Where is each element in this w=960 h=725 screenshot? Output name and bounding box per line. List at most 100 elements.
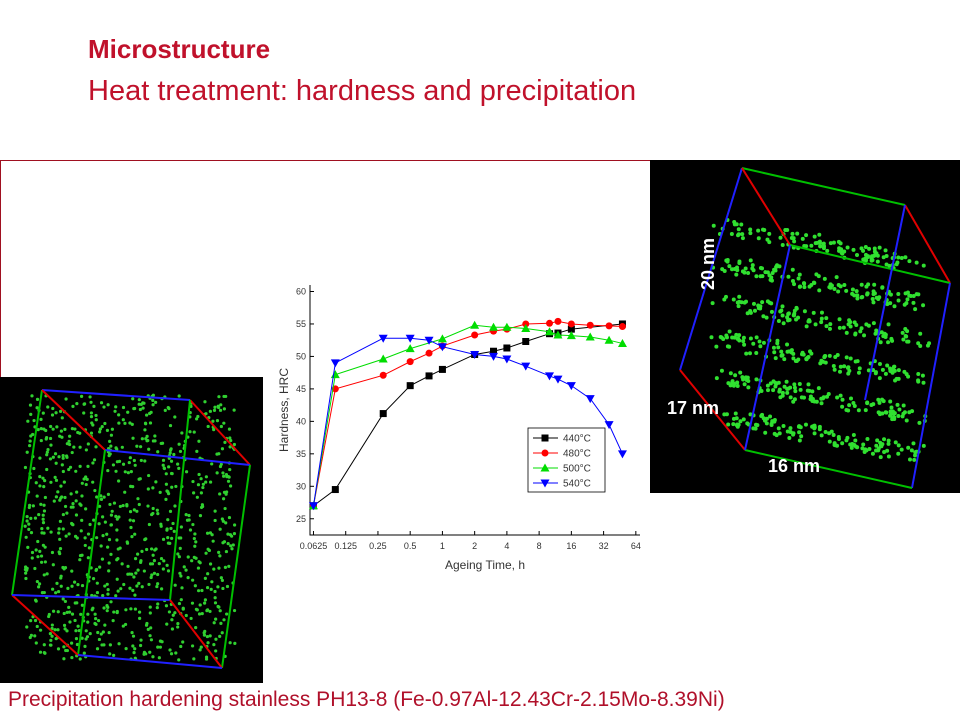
atom xyxy=(109,523,113,527)
atom xyxy=(849,445,854,450)
y-tick-label: 45 xyxy=(296,384,306,394)
atom xyxy=(218,527,222,531)
atom xyxy=(87,546,91,550)
atom xyxy=(151,393,155,397)
atom xyxy=(129,484,133,488)
atom xyxy=(903,334,908,339)
atom xyxy=(176,552,180,556)
x-tick-label: 4 xyxy=(504,541,509,551)
atom xyxy=(178,546,182,550)
atom xyxy=(190,559,194,563)
atom xyxy=(60,435,64,439)
atom xyxy=(856,370,861,375)
atom xyxy=(792,382,797,387)
x-tick-label: 2 xyxy=(472,541,477,551)
atom xyxy=(865,437,870,442)
atom xyxy=(780,304,785,309)
atom xyxy=(162,559,166,563)
atom xyxy=(33,618,38,623)
atom xyxy=(86,620,90,624)
atom xyxy=(727,329,732,334)
atom xyxy=(806,319,811,324)
atom xyxy=(220,631,224,635)
atom xyxy=(218,609,222,613)
atom xyxy=(896,443,901,448)
y-tick-label: 35 xyxy=(296,449,306,459)
atom xyxy=(109,552,113,556)
atom xyxy=(866,368,871,373)
atom xyxy=(131,634,136,638)
atom xyxy=(192,491,196,495)
atom xyxy=(840,404,845,409)
atom xyxy=(61,527,65,531)
slide-title: Microstructure xyxy=(88,34,270,64)
atom xyxy=(106,492,111,496)
atom xyxy=(877,362,882,367)
marker xyxy=(553,375,563,384)
atom xyxy=(858,329,863,334)
atom xyxy=(42,509,47,513)
atom xyxy=(838,284,843,289)
atom xyxy=(64,534,68,538)
atom xyxy=(118,504,122,509)
atom xyxy=(188,528,193,532)
atom xyxy=(757,339,762,344)
atom xyxy=(219,424,223,429)
y-axis-title: Hardness, HRC xyxy=(277,368,291,452)
slide-subtitle: Heat treatment: hardness and precipitati… xyxy=(88,75,636,107)
marker xyxy=(545,327,555,336)
marker xyxy=(567,325,575,333)
atom xyxy=(171,521,175,526)
atom xyxy=(48,436,53,441)
atom xyxy=(866,323,871,328)
atom xyxy=(779,308,784,313)
legend-marker xyxy=(540,479,550,488)
atom xyxy=(896,291,901,296)
atom xyxy=(206,547,210,551)
atom xyxy=(735,336,740,341)
atom xyxy=(137,610,142,614)
atom xyxy=(901,403,906,408)
atom xyxy=(59,576,63,580)
atom xyxy=(113,409,117,413)
atom xyxy=(734,272,739,277)
atom xyxy=(38,650,43,654)
atom xyxy=(177,601,182,606)
atom xyxy=(105,532,109,536)
atom xyxy=(229,484,233,488)
atom xyxy=(70,655,74,660)
atom xyxy=(803,422,808,427)
atom xyxy=(165,622,169,626)
atom xyxy=(42,531,46,535)
atom xyxy=(201,482,205,486)
atom xyxy=(791,356,796,361)
marker xyxy=(489,352,499,361)
atom xyxy=(102,606,106,610)
atom xyxy=(75,490,79,494)
atom xyxy=(128,586,132,590)
atom xyxy=(170,618,174,622)
atom xyxy=(213,509,217,513)
atom xyxy=(884,254,889,259)
atom xyxy=(27,522,31,526)
atom xyxy=(747,351,752,356)
atom xyxy=(92,518,96,522)
atom xyxy=(743,375,748,380)
atom xyxy=(98,427,102,431)
atom xyxy=(74,629,78,633)
atom xyxy=(888,292,893,297)
atom xyxy=(67,439,71,443)
atom xyxy=(219,576,223,580)
atom xyxy=(38,484,42,488)
atom xyxy=(837,317,842,322)
atom xyxy=(177,394,181,398)
atom xyxy=(165,489,169,493)
atom xyxy=(32,466,36,471)
atom xyxy=(31,432,35,437)
edge xyxy=(11,594,171,601)
atom xyxy=(211,419,215,423)
atom xyxy=(103,623,107,627)
atom xyxy=(748,231,753,236)
atom xyxy=(214,617,218,621)
atom xyxy=(167,610,172,614)
